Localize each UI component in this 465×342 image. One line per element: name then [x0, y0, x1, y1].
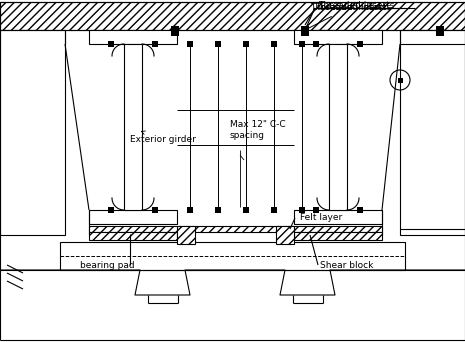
- Bar: [89, 232, 177, 240]
- Bar: [301, 26, 309, 36]
- Bar: [177, 226, 195, 244]
- Bar: [271, 41, 277, 47]
- Bar: [187, 41, 193, 47]
- Bar: [152, 207, 158, 213]
- Bar: [271, 207, 277, 213]
- Bar: [108, 207, 114, 213]
- Bar: [89, 226, 382, 232]
- Bar: [243, 41, 249, 47]
- Bar: [243, 207, 249, 213]
- Text: Felt layer: Felt layer: [300, 213, 342, 223]
- Text: Threaded inserts: Threaded inserts: [307, 3, 386, 29]
- Bar: [124, 44, 142, 210]
- Bar: [357, 207, 363, 213]
- Bar: [294, 232, 382, 240]
- Text: Max 12" C-C
spacing: Max 12" C-C spacing: [230, 120, 286, 140]
- Bar: [89, 210, 177, 224]
- Bar: [294, 210, 382, 224]
- Bar: [313, 41, 319, 47]
- Bar: [215, 41, 221, 47]
- Bar: [294, 30, 382, 44]
- Bar: [108, 41, 114, 47]
- Bar: [357, 41, 363, 47]
- Text: bearing pad: bearing pad: [80, 261, 135, 269]
- Bar: [215, 207, 221, 213]
- Text: Shear block: Shear block: [320, 261, 373, 269]
- Bar: [187, 207, 193, 213]
- Bar: [299, 207, 305, 213]
- Bar: [0, 30, 65, 235]
- Bar: [400, 30, 465, 235]
- Bar: [299, 41, 305, 47]
- Bar: [313, 207, 319, 213]
- Bar: [152, 41, 158, 47]
- Bar: [171, 26, 179, 36]
- Text: Threaded inserts: Threaded inserts: [318, 1, 394, 11]
- Bar: [60, 242, 405, 270]
- Bar: [0, 2, 465, 30]
- Text: Threaded inserts: Threaded inserts: [315, 3, 392, 13]
- Bar: [436, 26, 444, 36]
- Bar: [398, 78, 403, 82]
- Text: Exterior girder: Exterior girder: [130, 131, 196, 145]
- Bar: [329, 44, 347, 210]
- Bar: [276, 226, 294, 244]
- Bar: [89, 30, 177, 44]
